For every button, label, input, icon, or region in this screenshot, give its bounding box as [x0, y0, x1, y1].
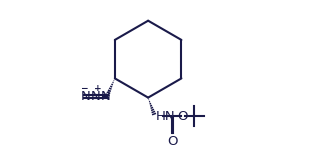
- Text: −: −: [80, 84, 87, 93]
- Text: N: N: [81, 90, 91, 103]
- Text: +: +: [94, 84, 101, 93]
- Text: N: N: [100, 90, 110, 103]
- Text: O: O: [167, 135, 178, 148]
- Text: HN: HN: [155, 110, 175, 123]
- Text: N: N: [91, 90, 100, 103]
- Text: O: O: [178, 110, 188, 123]
